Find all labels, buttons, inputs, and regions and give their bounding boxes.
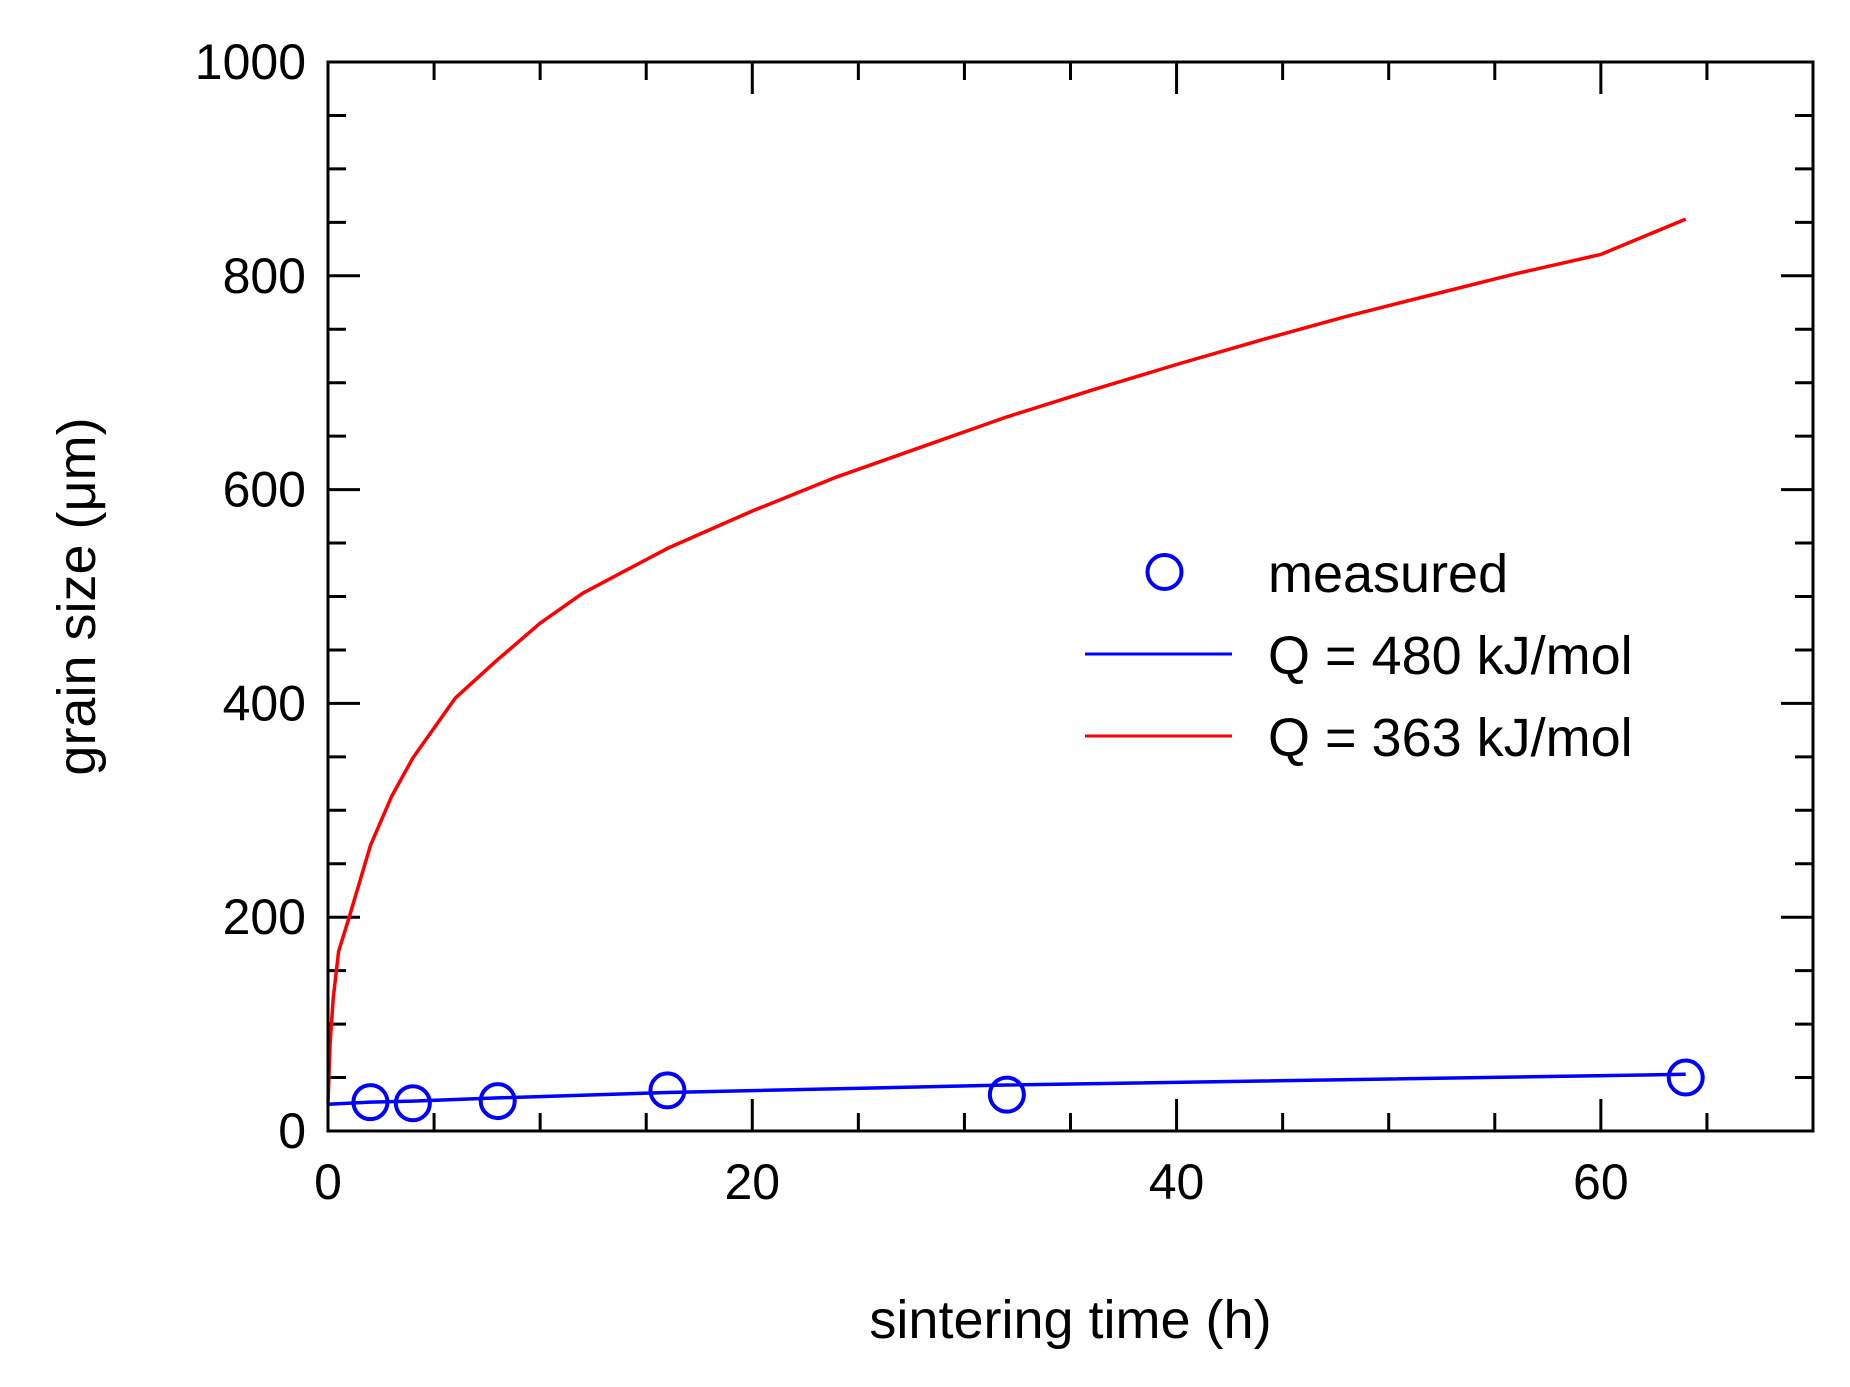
- data-point-measured: [478, 1082, 517, 1121]
- legend-label-q480: Q = 480 kJ/mol: [1268, 626, 1633, 686]
- x-tick-label: 0: [314, 1154, 342, 1210]
- legend-label-q363: Q = 363 kJ/mol: [1268, 708, 1633, 768]
- series-line-q363: [326, 217, 1687, 1105]
- x-tick-label: 40: [1149, 1154, 1205, 1210]
- data-point-measured: [1666, 1058, 1705, 1097]
- data-point-measured: [393, 1084, 432, 1123]
- plot-series: [326, 217, 1705, 1123]
- plot-frame: [326, 60, 1815, 1133]
- legend-label-measured: measured: [1268, 544, 1508, 604]
- y-tick-label: 200: [223, 889, 306, 945]
- axis-ticks: [326, 60, 1815, 1133]
- y-tick-label: 400: [223, 675, 306, 731]
- series-line-q480: [327, 1072, 1686, 1107]
- x-axis-label: sintering time (h): [869, 1290, 1271, 1350]
- y-tick-label: 800: [223, 248, 306, 304]
- x-tick-label: 20: [724, 1154, 780, 1210]
- data-point-measured: [987, 1075, 1026, 1114]
- legend-marker-measured: [1145, 553, 1184, 591]
- data-point-measured: [648, 1071, 687, 1110]
- y-axis-label: grain size (μm): [47, 417, 107, 775]
- y-tick-label: 0: [278, 1103, 306, 1159]
- y-tick-label: 1000: [195, 34, 306, 90]
- y-tick-label: 600: [223, 462, 306, 518]
- data-point-measured: [351, 1083, 390, 1122]
- legend: measured Q = 480 kJ/mol Q = 363 kJ/mol: [1085, 544, 1633, 768]
- x-tick-label: 60: [1573, 1154, 1629, 1210]
